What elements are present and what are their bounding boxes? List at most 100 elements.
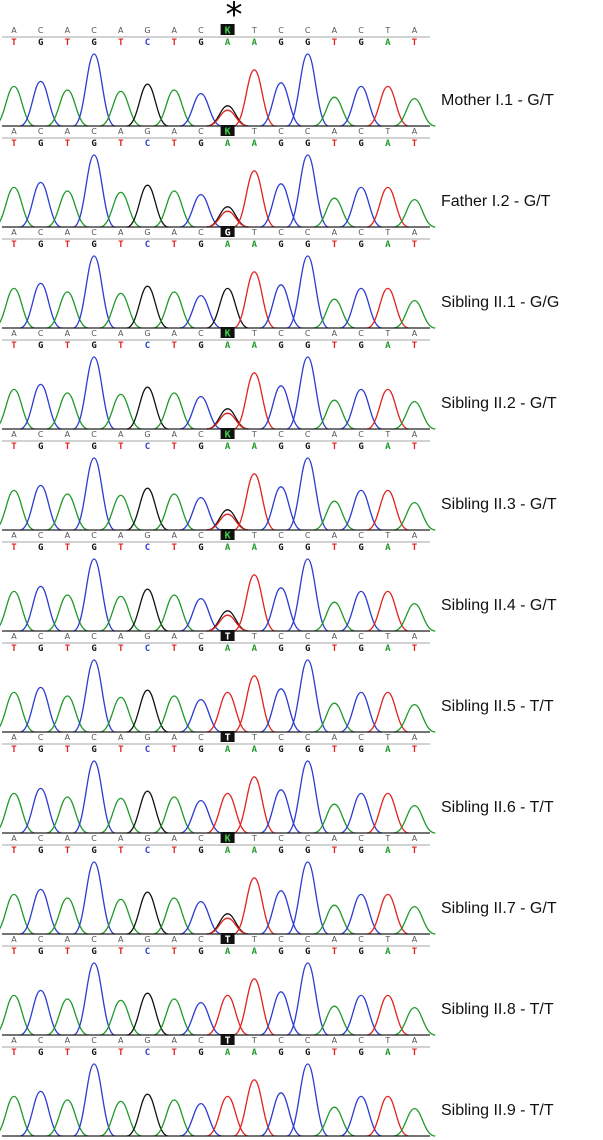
- base-call-letter: G: [144, 733, 150, 742]
- complement-letter: G: [38, 947, 43, 957]
- base-call-letter: C: [278, 26, 284, 35]
- base-call-letter: C: [305, 733, 311, 742]
- complement-letter: A: [252, 1048, 258, 1058]
- complement-letter: C: [145, 543, 150, 553]
- chromatogram-peak-a: [393, 400, 436, 430]
- base-call-letter: A: [171, 430, 177, 439]
- chromatogram-peak-a: [0, 489, 36, 531]
- chromatogram-panel: A C A C A G A C T T C C A C T A T G T G T C T G A A G G T G A T Sibling …: [0, 630, 603, 736]
- base-call-letter: A: [118, 1036, 124, 1045]
- base-call-letter: C: [358, 228, 364, 237]
- complement-letter: G: [38, 341, 43, 351]
- chromatogram-peak-c: [286, 154, 329, 228]
- base-call-letter: C: [198, 430, 204, 439]
- base-call-letter: A: [332, 127, 338, 136]
- panel-label: Sibling II.6 - T/T: [441, 799, 554, 816]
- base-call-letter: A: [412, 430, 418, 439]
- chromatogram-peak-c: [259, 183, 303, 228]
- complement-letter: G: [278, 341, 283, 351]
- complement-letter: A: [385, 442, 391, 452]
- complement-letter: G: [38, 139, 43, 149]
- chromatogram-peak-t: [233, 170, 276, 228]
- complement-letter: G: [91, 240, 96, 250]
- base-call-letter: C: [91, 26, 97, 35]
- chromatogram-trace: A C A C A G A C T T C C A C T AT G T G T C T G A A G G T G A T: [0, 630, 436, 733]
- chromatogram-peak-c: [19, 585, 62, 632]
- chromatogram-peak-g: [126, 588, 169, 632]
- complement-letter: T: [118, 139, 124, 149]
- chromatogram-peak-a: [153, 998, 196, 1036]
- chromatogram-peak-a: [313, 702, 356, 733]
- complement-letter: G: [38, 240, 43, 250]
- base-call-letter: A: [332, 1036, 338, 1045]
- complement-letter: G: [358, 1048, 363, 1058]
- complement-letter: T: [118, 442, 124, 452]
- base-call-letter: A: [118, 127, 124, 136]
- base-call-letter: A: [412, 834, 418, 843]
- chromatogram-panel: A C A C A G A C T T C C A C T A T G T G T C T G A A G G T G A T Sibling …: [0, 1034, 603, 1140]
- base-call-letter: A: [332, 430, 338, 439]
- chromatogram-peak-t: [206, 917, 249, 935]
- chromatogram-trace: A C A C A G A C K T C C A C T AT G T G T C T G A A G G T G A T: [0, 428, 436, 531]
- complement-letter: G: [305, 442, 310, 452]
- complement-letter: A: [225, 543, 231, 553]
- chromatogram-peak-t: [233, 1079, 276, 1137]
- base-call-letter: A: [332, 531, 338, 540]
- complement-letter: T: [118, 1048, 124, 1058]
- complement-letter: T: [65, 947, 71, 957]
- complement-letter: G: [305, 644, 310, 654]
- base-call-letter: C: [305, 1036, 311, 1045]
- chromatogram-peak-a: [0, 186, 36, 228]
- chromatogram-peak-t: [206, 1095, 249, 1137]
- chromatogram-peak-t: [366, 186, 409, 228]
- base-call-letter: A: [412, 531, 418, 540]
- base-call-letter: C: [91, 632, 97, 641]
- base-call-letter: C: [38, 834, 44, 843]
- complement-letter: C: [145, 846, 150, 856]
- base-call-letter: T: [251, 935, 257, 944]
- base-call-letter: C: [358, 935, 364, 944]
- complement-letter: A: [385, 341, 391, 351]
- complement-letter: G: [278, 240, 283, 250]
- complement-letter: A: [385, 543, 391, 553]
- base-call-letter: T: [384, 632, 390, 641]
- complement-letter: G: [198, 644, 203, 654]
- base-call-letter: A: [332, 733, 338, 742]
- complement-letter: T: [412, 341, 418, 351]
- base-call-letter: C: [358, 834, 364, 843]
- complement-letter: G: [358, 442, 363, 452]
- chromatogram-peak-t: [233, 271, 276, 329]
- chromatogram-peak-a: [153, 89, 196, 127]
- chromatogram-trace: A C A C A G A C K T C C A C T AT G T G T C T G A A G G T G A T: [0, 327, 436, 430]
- base-call-letter: A: [171, 834, 177, 843]
- complement-letter: T: [11, 240, 17, 250]
- chromatogram-peak-c: [259, 991, 303, 1036]
- chromatogram-peak-c: [179, 900, 222, 935]
- chromatogram-trace: A C A C A G A C G T C C A C T AT G T G T C T G A A G G T G A T: [0, 226, 436, 329]
- chromatogram-peak-c: [72, 659, 116, 733]
- chromatogram-peak-t: [206, 109, 249, 127]
- base-call-letter: A: [412, 329, 418, 338]
- chromatogram-peak-c: [72, 53, 116, 127]
- base-call-letter: C: [305, 935, 311, 944]
- complement-letter: G: [305, 846, 310, 856]
- base-call-letter: C: [91, 329, 97, 338]
- complement-letter: G: [38, 1048, 43, 1058]
- chromatogram-peak-a: [46, 392, 89, 430]
- complement-letter: A: [252, 846, 258, 856]
- variant-call-label: K: [225, 430, 231, 441]
- complement-letter: T: [412, 846, 418, 856]
- chromatogram-peak-c: [340, 792, 383, 834]
- base-call-letter: A: [412, 228, 418, 237]
- base-call-letter: C: [278, 228, 284, 237]
- complement-letter: A: [252, 240, 258, 250]
- panel-label: Sibling II.5 - T/T: [441, 698, 554, 715]
- base-call-letter: T: [251, 733, 257, 742]
- complement-letter: G: [198, 139, 203, 149]
- complement-letter: T: [332, 644, 338, 654]
- complement-letter: C: [145, 1048, 150, 1058]
- base-call-letter: T: [384, 733, 390, 742]
- complement-letter: G: [278, 1048, 283, 1058]
- base-call-letter: T: [384, 935, 390, 944]
- chromatogram-peak-a: [46, 796, 89, 834]
